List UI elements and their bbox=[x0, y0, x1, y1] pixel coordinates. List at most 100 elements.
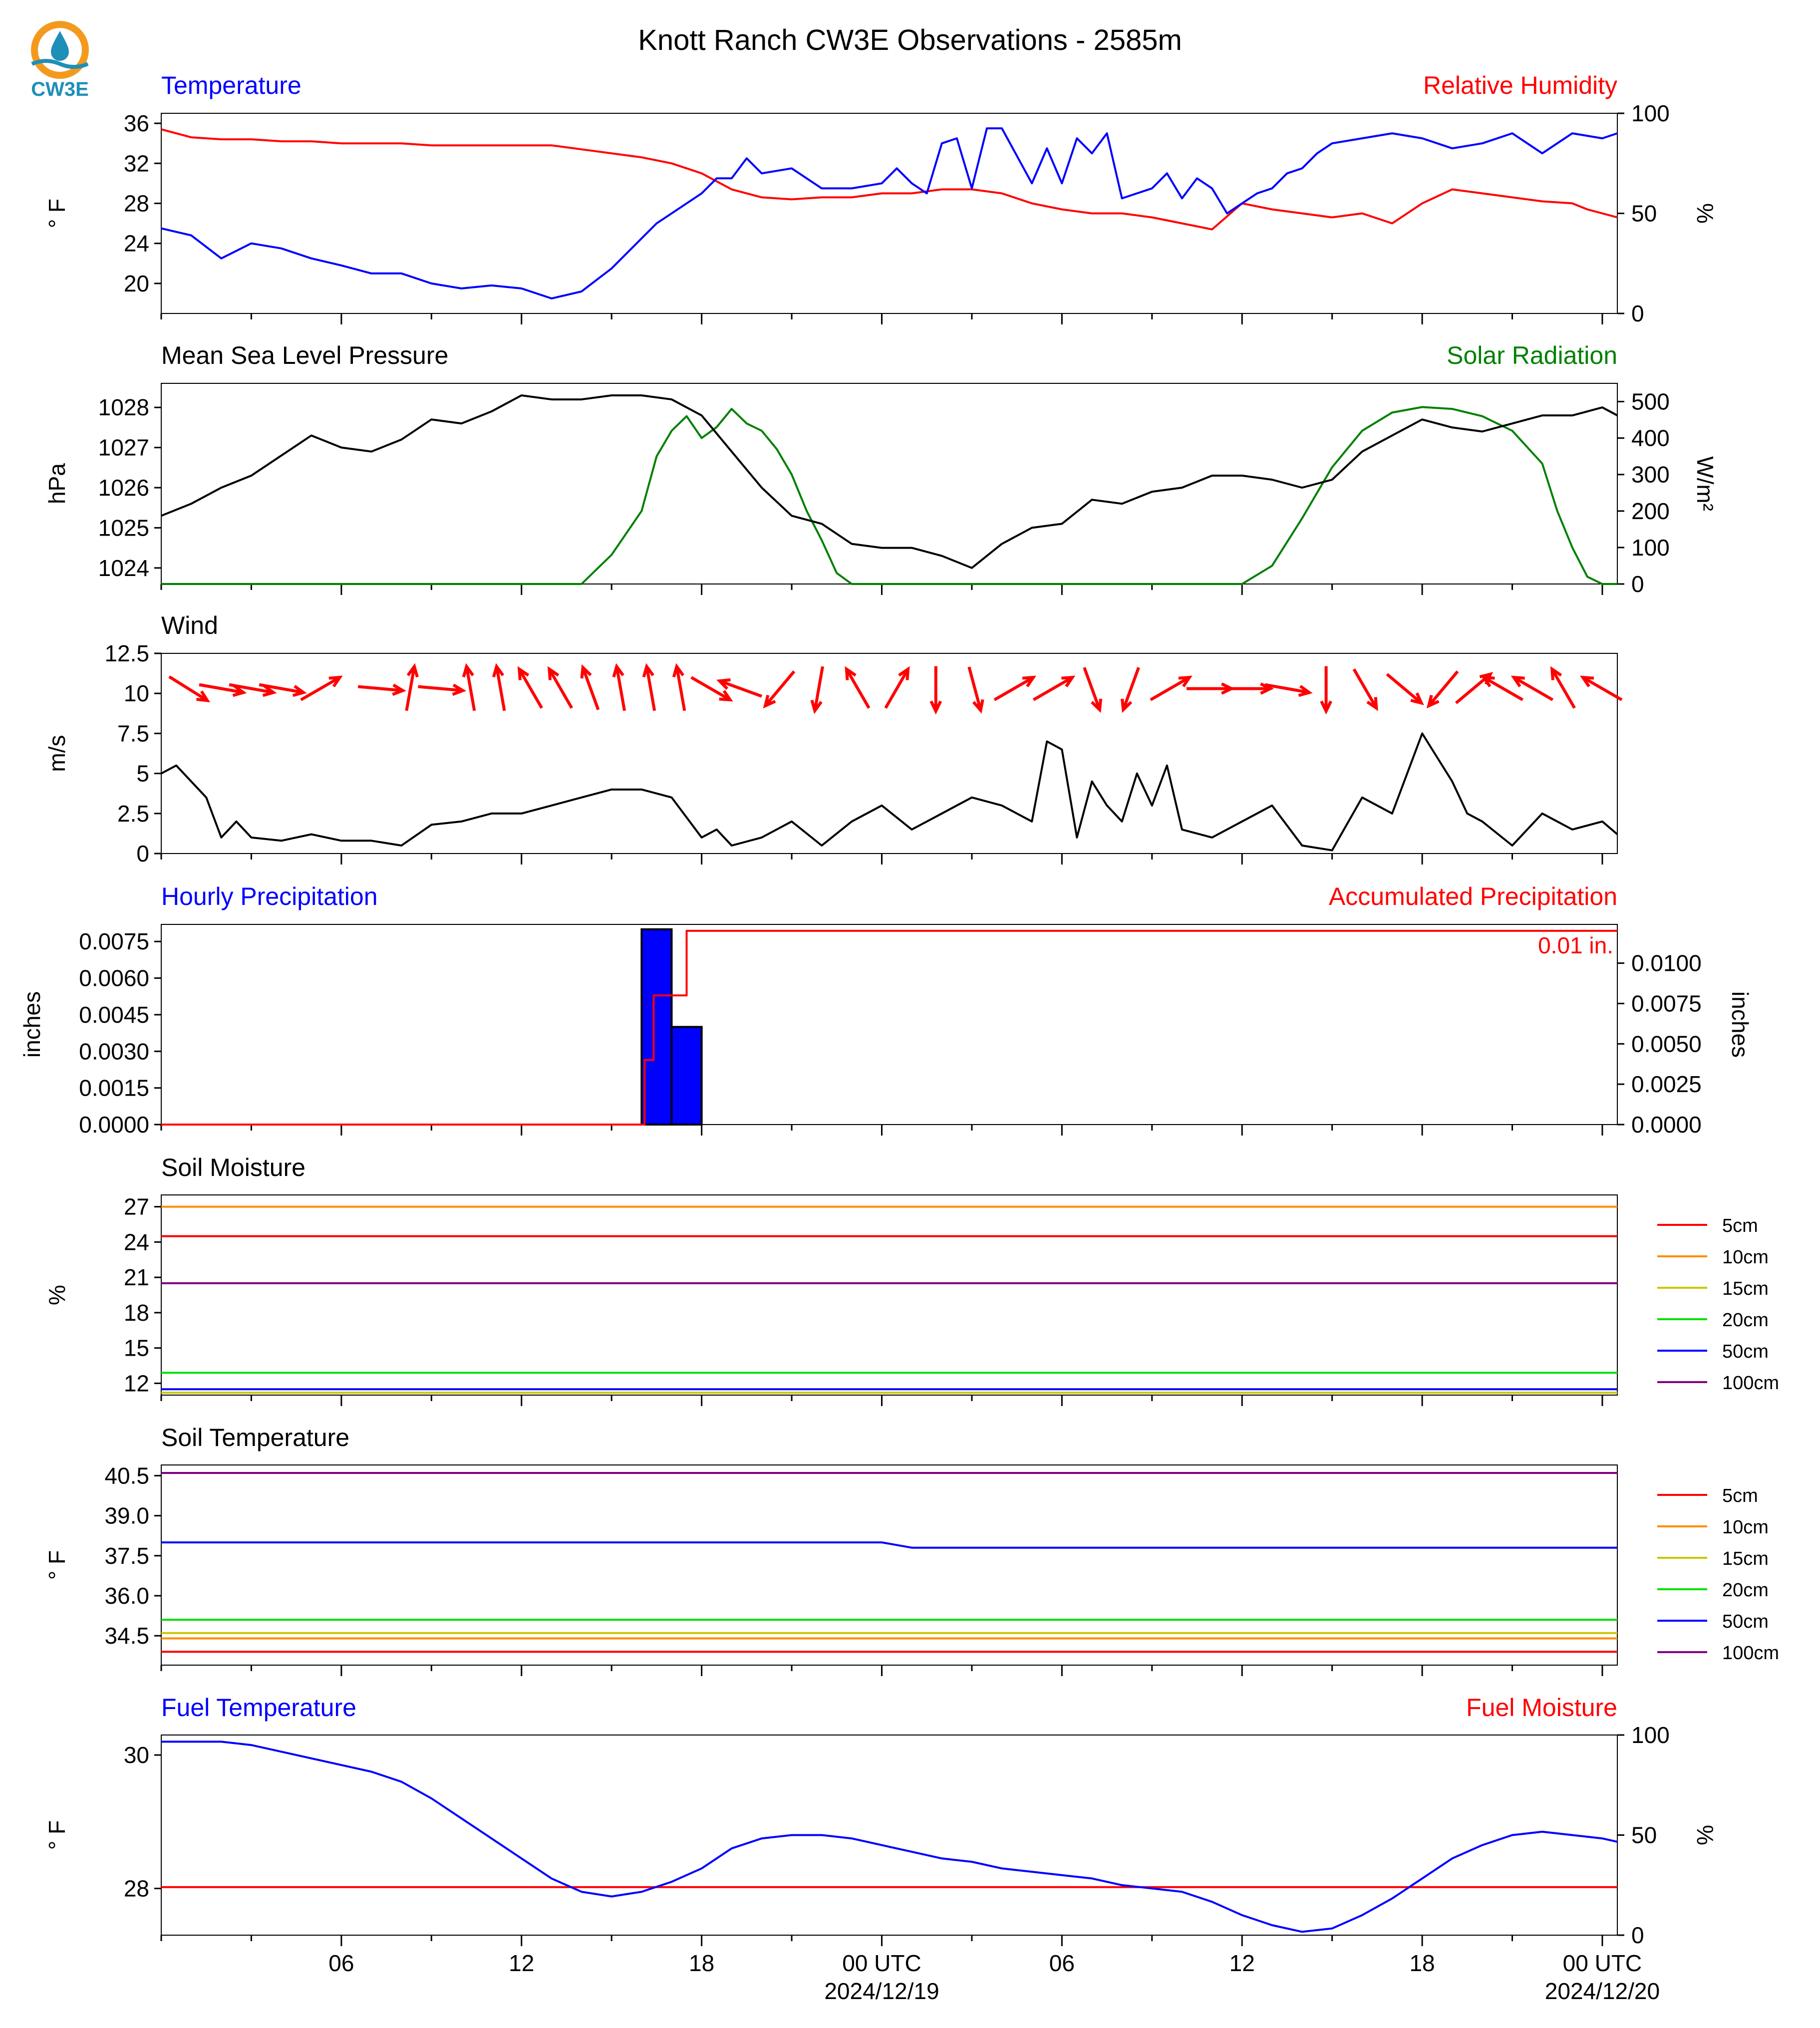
y-right-tick-label: 50 bbox=[1631, 201, 1657, 227]
wind-arrow bbox=[1582, 676, 1623, 701]
wind-arrow bbox=[993, 676, 1034, 701]
y-right-tick-label: 50 bbox=[1631, 1822, 1657, 1848]
y-right-tick-label: 0.0050 bbox=[1631, 1031, 1702, 1057]
wind-arrow-head bbox=[1061, 675, 1076, 687]
legend-label-10cm: 10cm bbox=[1722, 1247, 1769, 1268]
y-right-tick-label: 100 bbox=[1631, 100, 1670, 126]
y-tick-label: 0.0075 bbox=[79, 928, 149, 954]
y-right-tick-label: 0.0025 bbox=[1631, 1071, 1702, 1097]
logo-wave-icon bbox=[31, 59, 89, 69]
wind-arrow-head bbox=[716, 678, 731, 690]
panel-frame-4 bbox=[161, 1194, 1618, 1396]
y-tick-label: 21 bbox=[124, 1264, 149, 1290]
wind-arrow-head bbox=[392, 683, 406, 696]
y-right-tick-label: 0 bbox=[1631, 300, 1644, 326]
wind-arrow-head bbox=[1511, 675, 1525, 687]
wind-arrow-head bbox=[672, 663, 684, 678]
y-tick-label: 10 bbox=[124, 680, 149, 706]
wind-arrow bbox=[1427, 670, 1459, 707]
wind-arrow bbox=[495, 666, 506, 711]
panel-title-accumulated-precipitation: Accumulated Precipitation bbox=[1329, 882, 1617, 910]
y-tick-label: 0.0030 bbox=[79, 1038, 149, 1064]
y-tick-label: 37.5 bbox=[104, 1543, 149, 1569]
wind-arrow-head bbox=[719, 690, 733, 702]
y-tick-label: 28 bbox=[124, 190, 149, 216]
wind-arrow-head bbox=[1579, 675, 1594, 687]
y-right-axis-label: % bbox=[1692, 1825, 1718, 1845]
time-tick-label: 18 bbox=[689, 1950, 714, 1976]
y-tick-label: 2.5 bbox=[117, 801, 149, 827]
wind-arrow-head bbox=[292, 685, 307, 697]
wind-arrow bbox=[548, 668, 574, 709]
legend-label-15cm: 15cm bbox=[1722, 1278, 1769, 1299]
wind-arrow bbox=[675, 666, 686, 711]
y-tick-label: 1028 bbox=[98, 394, 149, 420]
wind-arrow-head bbox=[1426, 694, 1440, 709]
y-right-axis-label: W/m² bbox=[1692, 456, 1718, 511]
cw3e-logo: CW3E bbox=[31, 21, 89, 100]
y-right-tick-label: 300 bbox=[1631, 462, 1670, 488]
y-tick-label: 0.0060 bbox=[79, 965, 149, 991]
y-tick-label: 18 bbox=[124, 1300, 149, 1326]
wind-arrow-head bbox=[1481, 675, 1495, 687]
y-tick-label: 1027 bbox=[98, 435, 149, 461]
y-right-axis-label: inches bbox=[1727, 991, 1753, 1058]
wind-arrow-head bbox=[262, 685, 277, 697]
legend-label-20cm: 20cm bbox=[1722, 1310, 1769, 1331]
y-axis-label: ° F bbox=[44, 199, 70, 228]
wind-arrow-head bbox=[1260, 682, 1274, 695]
wind-arrow-head bbox=[580, 664, 592, 679]
precip-bar bbox=[670, 1026, 703, 1126]
wind-arrow-head bbox=[196, 690, 211, 703]
y-right-axis-label: % bbox=[1692, 203, 1718, 224]
y-axis-label: hPa bbox=[44, 463, 70, 504]
panel-title-hourly-precipitation: Hourly Precipitation bbox=[161, 882, 378, 910]
precip-total-label: 0.01 in. bbox=[1538, 932, 1613, 958]
wind-arrow bbox=[1352, 668, 1378, 709]
logo-text: CW3E bbox=[31, 78, 89, 100]
wind-arrow-head bbox=[452, 683, 467, 696]
y-right-tick-label: 0.0075 bbox=[1631, 990, 1702, 1016]
solar-radiation-line bbox=[161, 406, 1617, 585]
y-tick-label: 12.5 bbox=[104, 640, 149, 666]
wind-arrow-head bbox=[517, 666, 530, 680]
y-right-tick-label: 200 bbox=[1631, 498, 1670, 524]
y-tick-label: 1026 bbox=[98, 475, 149, 501]
wind-arrow bbox=[357, 685, 403, 692]
legend-label-15cm: 15cm bbox=[1722, 1548, 1769, 1569]
wind-arrow-head bbox=[406, 663, 419, 678]
y-tick-label: 12 bbox=[124, 1370, 149, 1396]
y-tick-label: 39.0 bbox=[104, 1503, 149, 1529]
time-tick-label: 12 bbox=[1229, 1950, 1255, 1976]
y-axis-label: inches bbox=[19, 991, 45, 1058]
wind-arrow bbox=[845, 668, 871, 709]
panel-title-temperature: Temperature bbox=[161, 71, 302, 99]
wind-arrow-head bbox=[1366, 697, 1378, 711]
panel-title-solar-radiation: Solar Radiation bbox=[1447, 341, 1617, 369]
y-tick-label: 0 bbox=[136, 841, 149, 867]
legend-label-20cm: 20cm bbox=[1722, 1580, 1769, 1601]
panel-frame-5 bbox=[161, 1464, 1618, 1666]
wind-arrow-head bbox=[1550, 666, 1562, 680]
wind-arrow bbox=[405, 666, 416, 711]
panel-frame-6 bbox=[161, 1735, 1618, 1936]
panel-frame-2 bbox=[161, 653, 1618, 854]
wind-arrow bbox=[518, 668, 543, 709]
legend-label-10cm: 10cm bbox=[1722, 1517, 1769, 1538]
y-tick-label: 27 bbox=[124, 1194, 149, 1220]
wind-arrow bbox=[465, 666, 476, 711]
y-axis-label: ° F bbox=[44, 1550, 70, 1580]
y-right-tick-label: 0.0100 bbox=[1631, 950, 1702, 976]
panel-frame-3 bbox=[161, 924, 1618, 1125]
panel-title-soil-temperature: Soil Temperature bbox=[161, 1424, 349, 1451]
wind-arrow bbox=[1483, 676, 1523, 701]
wind-arrow bbox=[764, 670, 796, 707]
panel-title-wind: Wind bbox=[161, 611, 218, 639]
y-tick-label: 7.5 bbox=[117, 720, 149, 746]
wind-arrow-head bbox=[1091, 698, 1103, 713]
date-tick-label: 2024/12/20 bbox=[1545, 1978, 1660, 2004]
panel-title-soil-moisture: Soil Moisture bbox=[161, 1154, 305, 1181]
y-right-tick-label: 100 bbox=[1631, 1722, 1670, 1748]
